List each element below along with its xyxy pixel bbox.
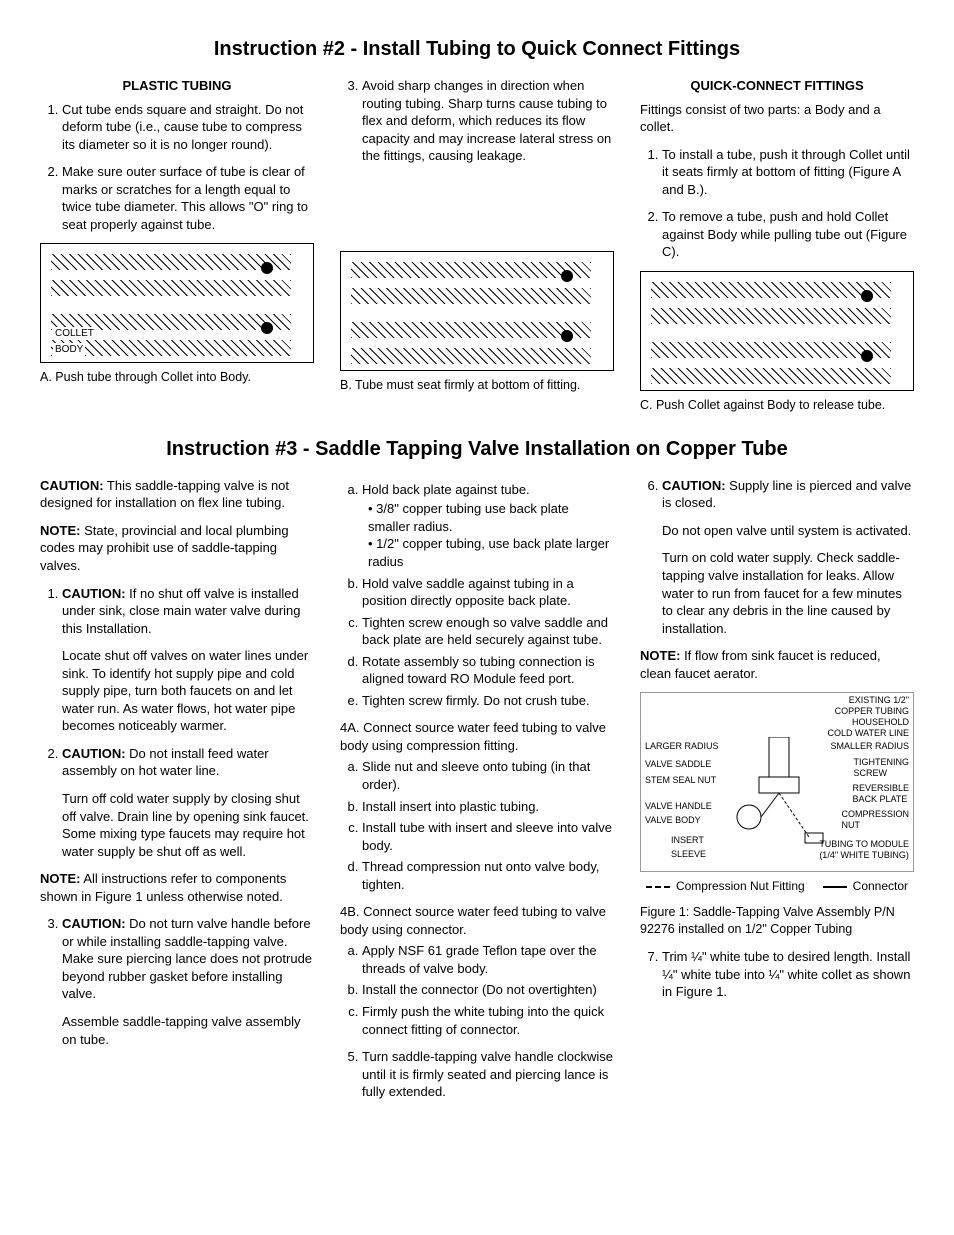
section2-col1: PLASTIC TUBING Cut tube ends square and … xyxy=(40,77,314,414)
section2-columns: PLASTIC TUBING Cut tube ends square and … xyxy=(40,77,914,414)
plastic-tubing-list-cont: Avoid sharp changes in direction when ro… xyxy=(340,77,614,165)
bullet-list: 3/8" copper tubing use back plate smalle… xyxy=(362,500,614,570)
list-item: To remove a tube, push and hold Collet a… xyxy=(662,208,914,261)
list-item: Hold valve saddle against tubing in a po… xyxy=(362,575,614,610)
caution-paragraph: CAUTION: This saddle-tapping valve is no… xyxy=(40,477,314,512)
quick-connect-intro: Fittings consist of two parts: a Body an… xyxy=(640,101,914,136)
section3-columns: CAUTION: This saddle-tapping valve is no… xyxy=(40,477,914,1111)
figure-1-caption: Figure 1: Saddle-Tapping Valve Assembly … xyxy=(640,904,914,938)
sub-steps: Slide nut and sleeve onto tubing (in tha… xyxy=(340,758,614,893)
list-item-detail: Do not open valve until system is activa… xyxy=(662,522,914,540)
plastic-tubing-heading: PLASTIC TUBING xyxy=(40,77,314,95)
list-item: Install the connector (Do not overtighte… xyxy=(362,981,614,999)
quick-connect-heading: QUICK-CONNECT FITTINGS xyxy=(640,77,914,95)
list-item: Tighten screw enough so valve saddle and… xyxy=(362,614,614,649)
list-item-detail: Turn off cold water supply by closing sh… xyxy=(62,790,314,860)
list-item: Trim ¼" white tube to desired length. In… xyxy=(662,948,914,1001)
figure-c xyxy=(640,271,914,391)
figure-c-caption: C. Push Collet against Body to release t… xyxy=(640,397,914,414)
list-item: Firmly push the white tubing into the qu… xyxy=(362,1003,614,1038)
figure-a: COLLET BODY xyxy=(40,243,314,363)
valve-schematic-icon xyxy=(729,737,829,857)
list-item: Cut tube ends square and straight. Do no… xyxy=(62,101,314,154)
sub-steps: Hold back plate against tube. 3/8" coppe… xyxy=(340,481,614,710)
section3-title: Instruction #3 - Saddle Tapping Valve In… xyxy=(40,436,914,463)
figure-b-caption: B. Tube must seat firmly at bottom of fi… xyxy=(340,377,614,394)
section2-col2: Avoid sharp changes in direction when ro… xyxy=(340,77,614,414)
quick-connect-list: To install a tube, push it through Colle… xyxy=(640,146,914,261)
sub-steps: Apply NSF 61 grade Teflon tape over the … xyxy=(340,942,614,1038)
solid-line-icon xyxy=(823,886,847,888)
figure-a-caption: A. Push tube through Collet into Body. xyxy=(40,369,314,386)
section3-col1: CAUTION: This saddle-tapping valve is no… xyxy=(40,477,314,1111)
list-item-detail: Assemble saddle-tapping valve assembly o… xyxy=(62,1013,314,1048)
section3-list: CAUTION: If no shut off valve is install… xyxy=(40,585,314,861)
list-item: CAUTION: If no shut off valve is install… xyxy=(62,585,314,735)
step-4b: 4B. Connect source water feed tubing to … xyxy=(340,903,614,1038)
section3-col3: CAUTION: Supply line is pierced and valv… xyxy=(640,477,914,1111)
section3-col2: Hold back plate against tube. 3/8" coppe… xyxy=(340,477,614,1111)
figure-label: BODY xyxy=(53,343,85,357)
list-item: Install insert into plastic tubing. xyxy=(362,798,614,816)
list-item: Make sure outer surface of tube is clear… xyxy=(62,163,314,233)
section3-list-cont4: Trim ¼" white tube to desired length. In… xyxy=(640,948,914,1001)
section3-list-cont3: CAUTION: Supply line is pierced and valv… xyxy=(640,477,914,637)
list-item: Install tube with insert and sleeve into… xyxy=(362,819,614,854)
list-item: 1/2" copper tubing, use back plate large… xyxy=(368,535,614,570)
list-item: Hold back plate against tube. 3/8" coppe… xyxy=(362,481,614,571)
list-item: CAUTION: Do not install feed water assem… xyxy=(62,745,314,860)
list-item: Tighten screw firmly. Do not crush tube. xyxy=(362,692,614,710)
list-item-detail: Turn on cold water supply. Check saddle-… xyxy=(662,549,914,637)
section3-list-cont2: Turn saddle-tapping valve handle clockwi… xyxy=(340,1048,614,1101)
section3-list-cont: CAUTION: Do not turn valve handle before… xyxy=(40,915,314,1048)
figure-label: COLLET xyxy=(53,327,96,341)
list-item: Slide nut and sleeve onto tubing (in tha… xyxy=(362,758,614,793)
list-item: Avoid sharp changes in direction when ro… xyxy=(362,77,614,165)
figure-1-diagram: EXISTING 1/2" COPPER TUBING HOUSEHOLD CO… xyxy=(640,692,914,872)
list-item: Apply NSF 61 grade Teflon tape over the … xyxy=(362,942,614,977)
figure-1-legend: Compression Nut Fitting Connector xyxy=(640,878,914,894)
list-item: CAUTION: Do not turn valve handle before… xyxy=(62,915,314,1048)
note-paragraph: NOTE: If flow from sink faucet is reduce… xyxy=(640,647,914,682)
list-item: Thread compression nut onto valve body, … xyxy=(362,858,614,893)
list-item: Rotate assembly so tubing connection is … xyxy=(362,653,614,688)
section2-title: Instruction #2 - Install Tubing to Quick… xyxy=(40,36,914,63)
section2-col3: QUICK-CONNECT FITTINGS Fittings consist … xyxy=(640,77,914,414)
note-paragraph: NOTE: All instructions refer to componen… xyxy=(40,870,314,905)
list-item-detail: Locate shut off valves on water lines un… xyxy=(62,647,314,735)
list-item: Turn saddle-tapping valve handle clockwi… xyxy=(362,1048,614,1101)
step-4a: 4A. Connect source water feed tubing to … xyxy=(340,719,614,893)
note-paragraph: NOTE: State, provincial and local plumbi… xyxy=(40,522,314,575)
list-item: To install a tube, push it through Colle… xyxy=(662,146,914,199)
dashed-line-icon xyxy=(646,886,670,888)
list-item: CAUTION: Supply line is pierced and valv… xyxy=(662,477,914,637)
figure-b xyxy=(340,251,614,371)
list-item: 3/8" copper tubing use back plate smalle… xyxy=(368,500,614,535)
plastic-tubing-list: Cut tube ends square and straight. Do no… xyxy=(40,101,314,234)
